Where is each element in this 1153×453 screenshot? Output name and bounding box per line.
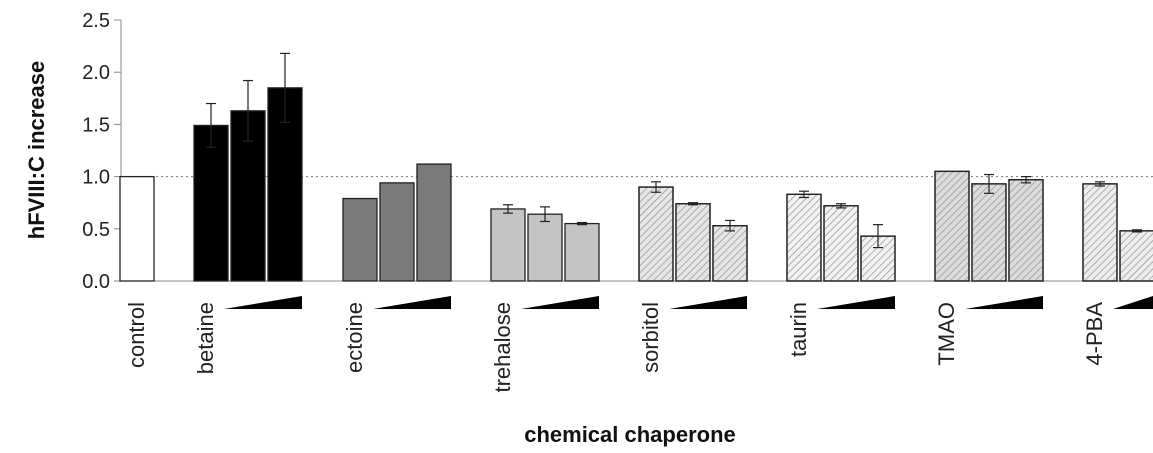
y-axis-title: hFVIII:C increase <box>24 61 49 240</box>
bar-trehalose <box>490 208 526 282</box>
plot-area: 0.0 0.5 1.0 1.5 2.0 2.5 control betaine ectoine t… <box>82 10 1153 393</box>
bar-hatch-4-PBA <box>1082 183 1118 282</box>
y-tick-label: 0.0 <box>82 271 110 293</box>
bar-trehalose <box>564 222 600 282</box>
category-label-TMAO: TMAO <box>934 302 959 366</box>
bar-hatch-taurin <box>823 205 859 282</box>
bar-hatch-TMAO <box>1008 179 1044 282</box>
y-tick-label: 1.0 <box>82 167 110 189</box>
y-tick-label: 1.5 <box>82 114 110 136</box>
category-label-4-PBA: 4-PBA <box>1082 302 1107 366</box>
category-label-betaine: betaine <box>193 302 218 374</box>
concentration-ramp-TMAO <box>965 296 1043 309</box>
bar-ectoine <box>416 163 452 282</box>
bar-hatch-TMAO <box>934 170 970 282</box>
category-label-trehalose: trehalose <box>490 302 515 393</box>
bar-control <box>119 175 155 282</box>
bar-hatch-sorbitol <box>712 225 748 282</box>
concentration-ramp-4-PBA <box>1113 296 1153 309</box>
y-tick-label: 2.5 <box>82 10 110 32</box>
category-label-taurin: taurin <box>786 302 811 357</box>
y-tick-label: 2.0 <box>82 62 110 84</box>
x-axis-title: chemical chaperone <box>524 422 736 447</box>
category-label-control: control <box>124 302 149 368</box>
category-label-sorbitol: sorbitol <box>638 302 663 373</box>
concentration-ramp-sorbitol <box>669 296 747 309</box>
bar-trehalose <box>527 213 563 282</box>
category-label-ectoine: ectoine <box>342 302 367 373</box>
bar-hatch-4-PBA <box>1119 230 1153 282</box>
bar-ectoine <box>379 182 415 282</box>
concentration-ramp-betaine <box>224 296 302 309</box>
bar-hatch-TMAO <box>971 183 1007 282</box>
bar-hatch-sorbitol <box>675 203 711 282</box>
concentration-ramp-trehalose <box>521 296 599 309</box>
bar-hatch-taurin <box>786 193 822 282</box>
bar-betaine <box>193 124 229 282</box>
concentration-ramp-taurin <box>817 296 895 309</box>
bar-hatch-sorbitol <box>638 186 674 282</box>
bar-ectoine <box>342 197 378 282</box>
concentration-ramp-ectoine <box>373 296 451 309</box>
y-tick-label: 0.5 <box>82 219 110 241</box>
